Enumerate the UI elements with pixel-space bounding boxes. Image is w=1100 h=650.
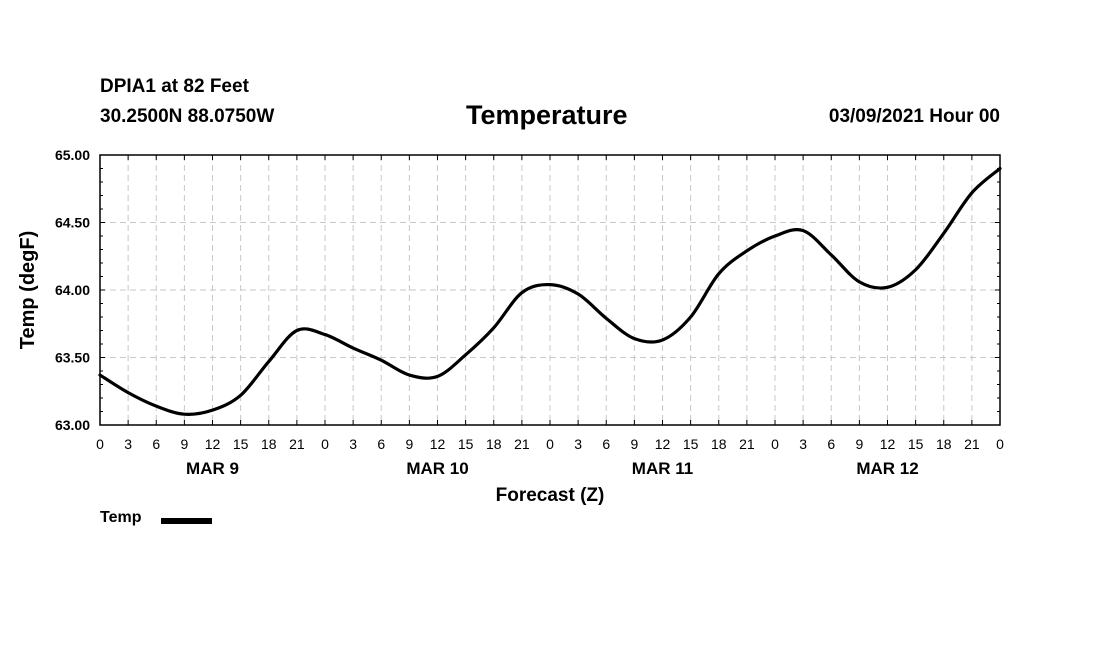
x-tick-label: 15: [233, 436, 249, 452]
x-tick-label: 9: [630, 436, 638, 452]
x-tick-label: 0: [321, 436, 329, 452]
x-tick-label: 15: [683, 436, 699, 452]
x-tick-label: 3: [574, 436, 582, 452]
x-tick-label: 3: [349, 436, 357, 452]
axis-labels: 0 3 6 9 12 15 18 21 0 3 6 9 12 15 18 21 0 3 6 9 12 15 18 21 0 3 6 9…: [17, 147, 1004, 506]
x-tick-label: 15: [458, 436, 474, 452]
y-tick-label: 64.00: [55, 282, 90, 298]
x-tick-label: 3: [124, 436, 132, 452]
x-tick-label: 3: [799, 436, 807, 452]
x-tick-label: 6: [602, 436, 610, 452]
x-tick-label: 0: [96, 436, 104, 452]
series-layer: [98, 166, 1002, 416]
x-tick-label: 18: [936, 436, 952, 452]
x-tick-label: 0: [546, 436, 554, 452]
x-tick-label: 18: [261, 436, 277, 452]
x-day-label: MAR 10: [406, 459, 468, 478]
x-tick-label: 12: [430, 436, 446, 452]
temp-series-line: [98, 166, 1002, 416]
x-tick-label: 21: [964, 436, 980, 452]
x-tick-label: 12: [205, 436, 221, 452]
y-tick-label: 63.00: [55, 417, 90, 433]
x-tick-label: 9: [405, 436, 413, 452]
x-day-label: MAR 11: [632, 459, 693, 478]
x-tick-label: 0: [996, 436, 1004, 452]
x-tick-label: 9: [855, 436, 863, 452]
x-tick-label: 18: [711, 436, 727, 452]
chart-title: Temperature: [466, 100, 628, 130]
x-tick-label: 0: [771, 436, 779, 452]
coordinates-label: 30.2500N 88.0750W: [100, 106, 275, 127]
axis-ticks: [99, 154, 1001, 426]
x-tick-label: 6: [827, 436, 835, 452]
x-tick-label: 21: [514, 436, 530, 452]
x-tick-label: 21: [289, 436, 305, 452]
x-tick-label: 9: [180, 436, 188, 452]
x-tick-label: 12: [655, 436, 671, 452]
x-tick-label: 6: [377, 436, 385, 452]
x-tick-label: 12: [880, 436, 896, 452]
legend-line-swatch: [161, 518, 212, 524]
x-tick-label: 6: [152, 436, 160, 452]
grid-lines: [100, 155, 1000, 425]
y-tick-label: 63.50: [55, 350, 90, 366]
forecast-datetime: 03/09/2021 Hour 00: [828, 106, 1000, 127]
y-tick-label: 64.50: [55, 215, 90, 231]
x-day-label: MAR 12: [856, 459, 918, 478]
y-axis-title: Temp (degF): [17, 231, 39, 350]
x-day-label: MAR 9: [186, 459, 239, 478]
x-axis-title: Forecast (Z): [496, 485, 605, 506]
x-tick-label: 15: [908, 436, 924, 452]
x-tick-label: 18: [486, 436, 502, 452]
station-label: DPIA1 at 82 Feet: [100, 76, 249, 97]
x-tick-label: 21: [739, 436, 755, 452]
legend-label: Temp: [100, 509, 142, 526]
y-tick-label: 65.00: [55, 147, 90, 163]
